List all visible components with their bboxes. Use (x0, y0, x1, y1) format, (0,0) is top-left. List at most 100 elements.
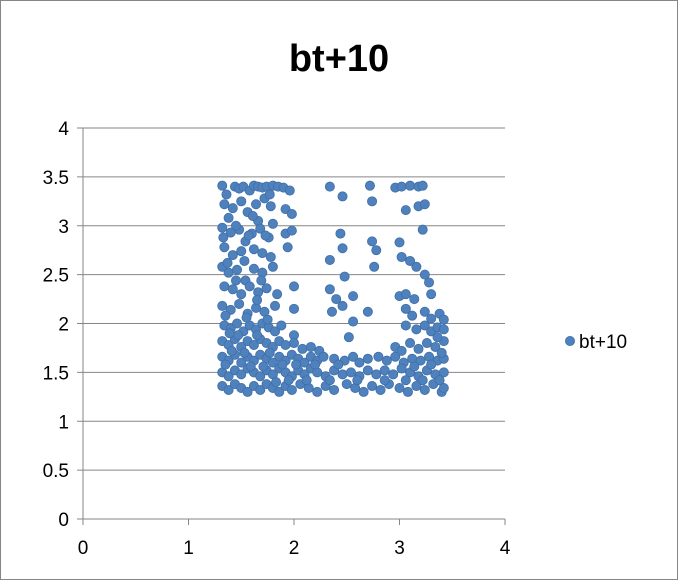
data-point (260, 230, 271, 241)
y-tick-label: 2 (58, 315, 69, 336)
data-point (219, 242, 230, 253)
data-point (245, 361, 256, 372)
data-point (417, 224, 428, 235)
data-point (417, 180, 428, 191)
data-point (415, 355, 426, 366)
data-point (288, 281, 299, 292)
data-point (324, 254, 335, 265)
data-point (373, 351, 384, 362)
data-point (388, 369, 399, 380)
data-point (394, 383, 405, 394)
y-tick-label: 2.5 (43, 266, 69, 287)
data-point (407, 310, 418, 321)
data-point (248, 340, 259, 351)
legend: bt+10 (565, 332, 627, 353)
data-point (233, 330, 244, 341)
data-point (255, 371, 266, 382)
data-point (329, 384, 340, 395)
data-point (280, 340, 291, 351)
data-point (223, 371, 234, 382)
data-point (434, 375, 445, 386)
data-point (291, 359, 302, 370)
data-point (400, 303, 411, 314)
data-point (230, 275, 241, 286)
data-point (218, 232, 229, 243)
data-point (337, 369, 348, 380)
y-tick-label: 1 (58, 412, 69, 433)
data-point (252, 295, 263, 306)
data-point (236, 369, 247, 380)
data-point (232, 264, 243, 275)
data-point (248, 244, 259, 255)
data-point (305, 341, 316, 352)
data-point (352, 375, 363, 386)
data-point (272, 289, 283, 300)
data-point (362, 353, 373, 364)
data-point (362, 306, 373, 317)
data-point (271, 377, 282, 388)
data-point (226, 345, 237, 356)
data-point (358, 386, 369, 397)
data-point (438, 383, 449, 394)
data-point (343, 332, 354, 343)
data-point (261, 283, 272, 294)
data-point (270, 326, 281, 337)
data-point (379, 375, 390, 386)
data-point (301, 375, 312, 386)
data-point (426, 289, 437, 300)
data-point (248, 263, 259, 274)
axes (77, 127, 506, 525)
data-point (241, 312, 252, 323)
data-point (402, 386, 413, 397)
data-point (252, 330, 263, 341)
data-point (219, 281, 230, 292)
data-point (417, 375, 428, 386)
data-point (242, 386, 253, 397)
x-axis-ticks: 0 1 2 3 4 (78, 538, 511, 559)
data-point (400, 205, 411, 216)
data-point (419, 199, 430, 210)
data-point (411, 324, 422, 335)
data-point (286, 225, 297, 236)
data-point (341, 379, 352, 390)
data-point (405, 180, 416, 191)
data-point (375, 384, 386, 395)
data-point (220, 359, 231, 370)
data-point (354, 357, 365, 368)
data-point (326, 306, 337, 317)
legend-marker (565, 335, 576, 346)
data-point (419, 306, 430, 317)
data-point (426, 313, 437, 324)
data-point (424, 277, 435, 288)
data-point (297, 343, 308, 354)
data-point (409, 361, 420, 372)
data-point (224, 328, 235, 339)
data-point (367, 196, 378, 207)
data-point (255, 223, 266, 234)
data-point (288, 303, 299, 314)
data-point (438, 367, 449, 378)
x-tick-label: 1 (183, 538, 194, 559)
y-tick-label: 1.5 (43, 363, 69, 384)
data-point (371, 369, 382, 380)
data-point (265, 201, 276, 212)
data-point (223, 267, 234, 278)
data-point (264, 189, 275, 200)
data-point (324, 375, 335, 386)
data-point (239, 347, 250, 358)
data-point (222, 257, 233, 268)
data-point (367, 236, 378, 247)
data-point (277, 359, 288, 370)
data-point (227, 203, 238, 214)
data-point (236, 246, 247, 257)
data-point (426, 359, 437, 370)
data-point (333, 359, 344, 370)
data-point (348, 351, 359, 362)
data-point (236, 196, 247, 207)
data-point (364, 180, 375, 191)
data-point (405, 255, 416, 266)
data-point (400, 320, 411, 331)
data-point (409, 294, 420, 305)
data-point (217, 180, 228, 191)
